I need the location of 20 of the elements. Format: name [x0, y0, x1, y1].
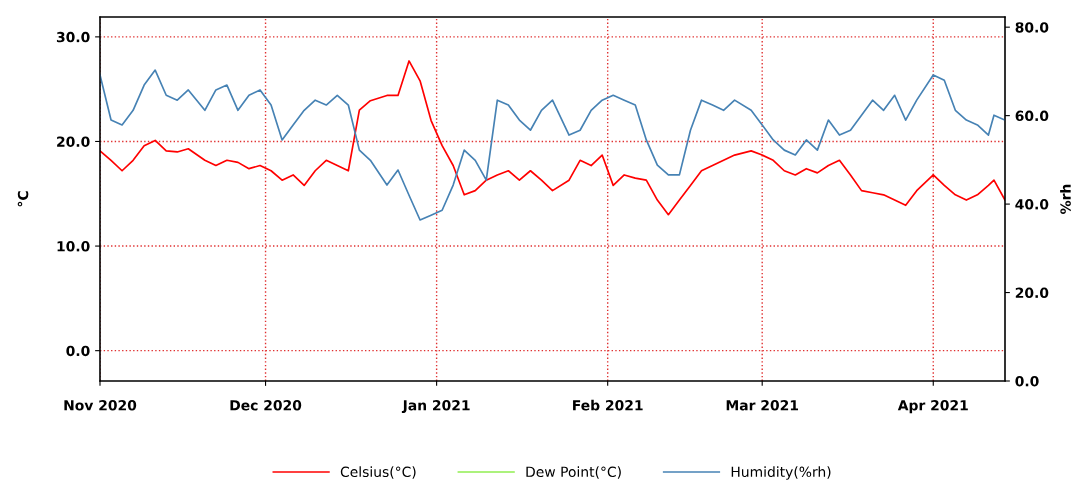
legend-label: Humidity(%rh): [731, 466, 831, 480]
x-tick-label: Nov 2020: [64, 400, 137, 411]
y2-tick-label: 20.0: [1015, 287, 1049, 299]
legend-label: Dew Point(°C): [526, 466, 621, 479]
y2-axis-title: %rh: [1060, 184, 1071, 214]
y-tick-label: 10.0: [57, 241, 90, 252]
x-tick-label: Dec 2020: [230, 400, 302, 411]
y2-tick-label: 0.0: [1015, 375, 1039, 387]
y-tick-label: 20.0: [57, 136, 90, 147]
x-tick-label: Jan 2021: [401, 400, 470, 414]
y2-tick-label: 40.0: [1015, 199, 1049, 210]
legend-label: Celsius(°C): [340, 466, 416, 479]
x-tick-label: Feb 2021: [573, 399, 643, 411]
y2-tick-label: 60.0: [1015, 110, 1049, 122]
y-tick-label: 30.0: [56, 31, 90, 43]
y-tick-label: 0.0: [66, 345, 90, 357]
y2-tick-label: 80.0: [1015, 22, 1049, 33]
x-tick-label: Mar 2021: [726, 400, 799, 411]
x-tick-label: Apr 2021: [897, 400, 968, 414]
y-axis-title: °C: [17, 191, 29, 207]
